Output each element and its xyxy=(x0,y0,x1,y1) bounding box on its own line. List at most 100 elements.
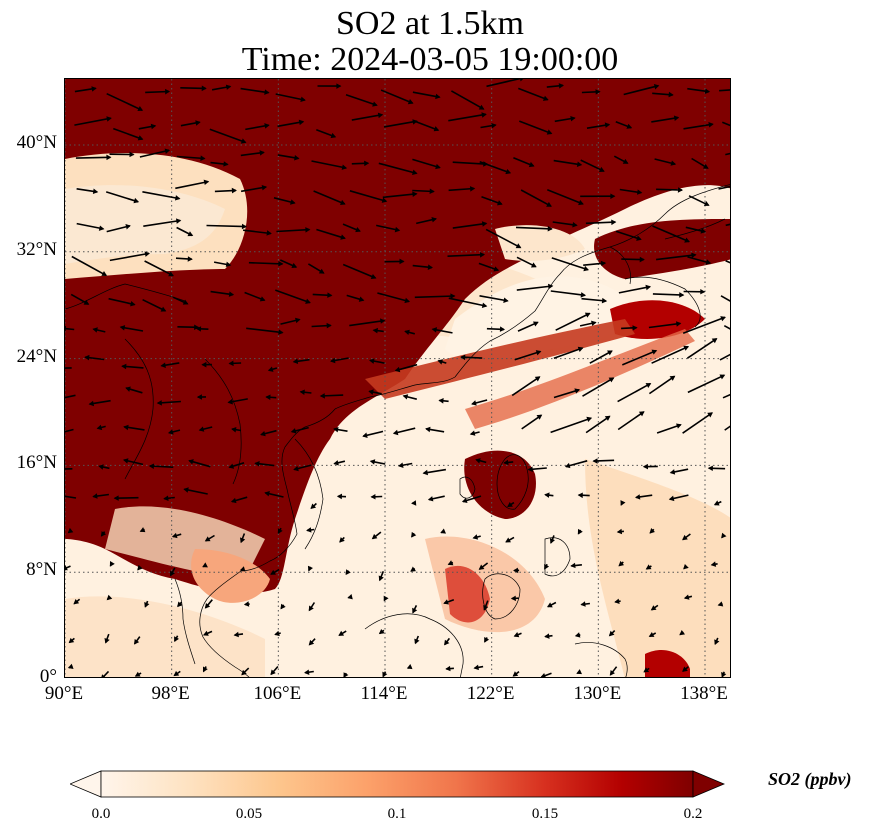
wind-vector xyxy=(383,120,417,128)
wind-vector-head xyxy=(295,317,301,324)
wind-vector xyxy=(342,263,376,279)
wind-vector-head xyxy=(717,601,724,607)
wind-vector-head xyxy=(278,329,284,335)
wind-vector-head xyxy=(233,631,239,638)
wind-vector-head xyxy=(177,601,183,608)
wind-vector-head xyxy=(308,639,315,646)
wind-vector-head xyxy=(198,426,205,432)
wind-vector-head xyxy=(636,189,643,195)
wind-vector xyxy=(451,90,484,110)
wind-vector-head xyxy=(228,463,235,469)
wind-vector-head xyxy=(713,500,720,506)
wind-vector-head xyxy=(204,602,211,609)
wind-vector xyxy=(448,113,486,122)
so2-map xyxy=(64,78,731,678)
wind-vector xyxy=(656,188,683,191)
wind-vector-head xyxy=(679,292,685,298)
wind-vector-head xyxy=(648,632,655,637)
wind-vector xyxy=(617,411,645,431)
wind-vector xyxy=(65,327,75,331)
lon-tick-label: 90°E xyxy=(44,683,84,704)
wind-vector-head xyxy=(708,122,714,128)
wind-vector-head xyxy=(642,463,649,470)
wind-vector-head xyxy=(371,533,378,540)
wind-vector-head xyxy=(308,605,314,612)
wind-vector-head xyxy=(576,161,583,167)
wind-vector xyxy=(139,149,170,158)
wind-vector-head xyxy=(481,302,488,309)
lat-tick-label: 16°N xyxy=(16,452,57,474)
wind-vector-head xyxy=(469,186,476,192)
wind-vector-head xyxy=(318,268,325,274)
wind-vector-head xyxy=(669,469,676,475)
wind-vector xyxy=(682,412,713,434)
wind-vector-head xyxy=(370,494,376,500)
wind-vector-head xyxy=(407,99,414,105)
wind-vector-head xyxy=(368,389,374,395)
wind-vector-head xyxy=(577,346,584,352)
wind-vector-head xyxy=(445,665,451,672)
wind-vector-head xyxy=(576,669,583,675)
wind-vector-head xyxy=(133,197,140,204)
wind-vector xyxy=(550,417,592,434)
wind-vector-head xyxy=(241,223,247,230)
wind-vector-head xyxy=(195,120,201,126)
wind-vector-head xyxy=(121,363,127,370)
wind-vector xyxy=(447,253,485,257)
wind-vector-head xyxy=(599,166,605,172)
wind-vector-head xyxy=(611,219,617,226)
wind-vector-head xyxy=(187,231,194,237)
wind-vector-head xyxy=(682,666,688,672)
wind-vector-head xyxy=(483,605,489,611)
wind-vector xyxy=(345,93,378,107)
wind-vector xyxy=(176,155,205,160)
wind-vector-head xyxy=(649,528,655,534)
wind-vector-head xyxy=(280,603,286,610)
wind-vector-head xyxy=(264,123,270,129)
wind-vector-head xyxy=(616,528,623,535)
wind-vector xyxy=(683,123,713,130)
wind-vector xyxy=(652,225,690,243)
wind-vector-head xyxy=(378,628,385,635)
wind-vector xyxy=(382,193,417,199)
wind-vector-head xyxy=(546,129,553,135)
wind-vector-head xyxy=(651,349,658,355)
wind-vector-head xyxy=(202,562,208,568)
lon-tick-label: 138°E xyxy=(680,683,728,704)
wind-vector xyxy=(551,257,589,271)
wind-vector-head xyxy=(595,89,601,95)
wind-vector-head xyxy=(333,460,339,466)
wind-vector xyxy=(687,374,725,394)
wind-vector-head xyxy=(700,228,707,234)
wind-vector-head xyxy=(591,320,597,327)
wind-vector-head xyxy=(414,638,420,645)
wind-vector-head xyxy=(369,358,375,364)
wind-vector-head xyxy=(170,570,175,577)
wind-vector-head xyxy=(479,252,486,258)
wind-vector-head xyxy=(700,288,706,295)
wind-vector-head xyxy=(341,164,348,170)
wind-vector-head xyxy=(577,492,583,499)
wind-vector-head xyxy=(505,168,512,175)
wind-vector-head xyxy=(104,637,110,644)
wind-vector-head xyxy=(411,500,417,506)
wind-vector xyxy=(722,121,730,127)
wind-vector xyxy=(378,162,417,175)
wind-vector xyxy=(720,295,730,302)
wind-vector-head xyxy=(278,261,284,267)
wind-vector-head xyxy=(364,160,370,167)
wind-vector-head xyxy=(547,225,553,232)
wind-vector-head xyxy=(137,135,144,141)
wind-vector xyxy=(349,319,385,327)
wind-vector-head xyxy=(572,222,578,228)
wind-vector-head xyxy=(443,599,449,605)
wind-vector xyxy=(316,228,346,240)
wind-vector xyxy=(105,191,139,203)
wind-vector xyxy=(486,79,522,88)
wind-vector xyxy=(618,285,651,294)
wind-vector-head xyxy=(544,633,550,639)
wind-vector-head xyxy=(274,630,280,637)
wind-vector-head xyxy=(548,283,554,290)
wind-vector-head xyxy=(574,632,581,638)
wind-vector-head xyxy=(260,430,266,437)
